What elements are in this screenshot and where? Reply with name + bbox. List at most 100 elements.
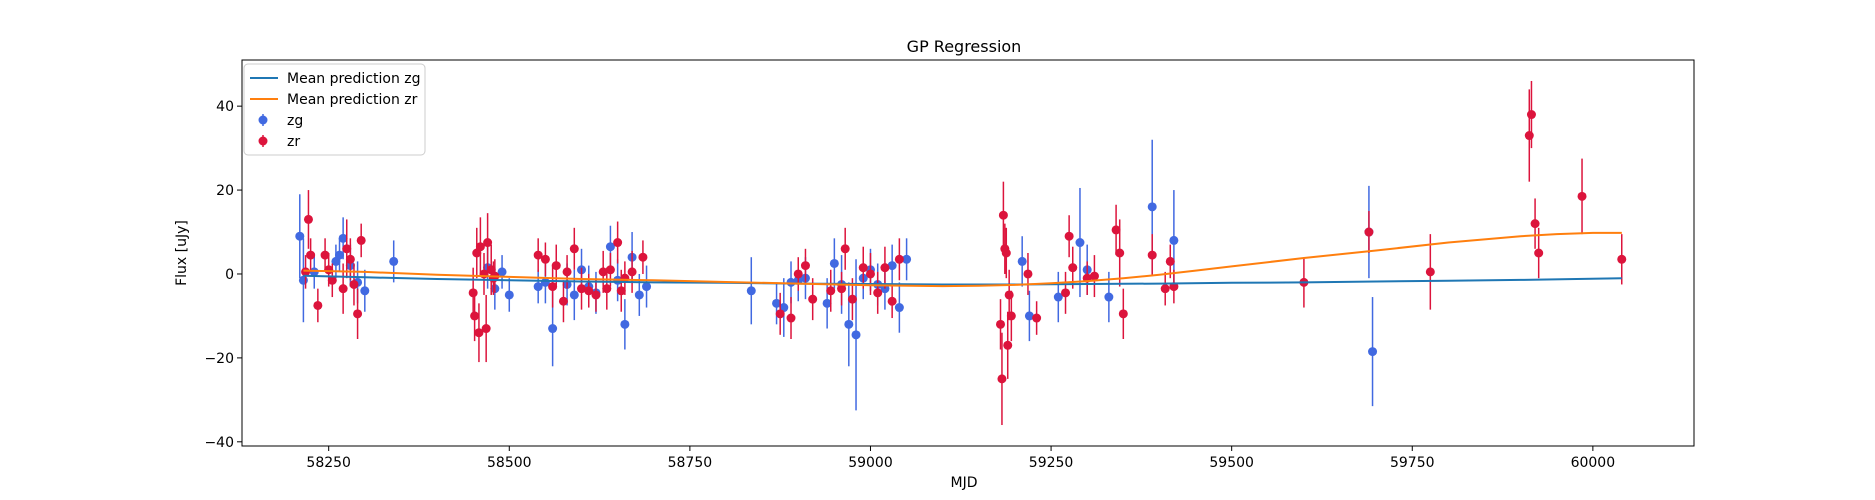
point-zg bbox=[338, 233, 348, 243]
point-zg bbox=[829, 258, 839, 268]
point-zr bbox=[1524, 131, 1534, 141]
legend-label-zr: zr bbox=[287, 134, 300, 150]
point-zr bbox=[313, 300, 323, 310]
x-tick-label: 59500 bbox=[1209, 455, 1254, 471]
point-zr bbox=[483, 238, 493, 248]
point-zr bbox=[1068, 263, 1078, 273]
line-mean-prediction-zr bbox=[303, 231, 1622, 288]
point-zr bbox=[847, 294, 857, 304]
point-zr bbox=[598, 267, 608, 277]
point-zr bbox=[1115, 248, 1125, 258]
point-zr bbox=[997, 374, 1007, 384]
point-zr bbox=[638, 252, 648, 262]
point-zr bbox=[887, 296, 897, 306]
point-zr bbox=[1147, 250, 1157, 260]
point-zr bbox=[1577, 191, 1587, 201]
plot-axes: 58250 58500 58750 59000 59250 59500 59750 60000… bbox=[204, 59, 1695, 471]
point-zr bbox=[1001, 248, 1011, 258]
point-zr bbox=[1003, 340, 1013, 350]
point-zg bbox=[902, 254, 912, 264]
series-zr bbox=[301, 80, 1627, 426]
point-zg bbox=[605, 242, 615, 252]
point-zr bbox=[775, 309, 785, 319]
point-zr bbox=[1165, 256, 1175, 266]
point-zr bbox=[1526, 110, 1536, 120]
point-zr bbox=[1530, 219, 1540, 229]
point-zr bbox=[865, 269, 875, 279]
point-zg bbox=[497, 267, 507, 277]
legend-swatch-zg-marker bbox=[258, 115, 268, 125]
x-tick-label: 60000 bbox=[1571, 455, 1616, 471]
point-zr bbox=[551, 261, 561, 271]
point-zg bbox=[822, 298, 832, 308]
point-zr bbox=[1534, 248, 1544, 258]
point-zg bbox=[1024, 311, 1034, 321]
point-zg bbox=[548, 324, 558, 334]
point-zg bbox=[1169, 235, 1179, 245]
point-zr bbox=[558, 296, 568, 306]
point-zg bbox=[772, 298, 782, 308]
point-zg bbox=[295, 231, 305, 241]
point-zr bbox=[808, 294, 818, 304]
y-tick-label: 40 bbox=[216, 99, 234, 115]
point-zr bbox=[562, 267, 572, 277]
y-tick-label: 0 bbox=[225, 267, 234, 283]
point-zg bbox=[620, 319, 630, 329]
point-zr bbox=[998, 210, 1008, 220]
point-zg bbox=[504, 290, 514, 300]
point-zr bbox=[1061, 288, 1071, 298]
point-zr bbox=[1617, 254, 1627, 264]
point-zg bbox=[533, 282, 543, 292]
legend-label-mean-zr: Mean prediction zr bbox=[287, 92, 418, 108]
point-zg bbox=[887, 261, 897, 271]
point-zr bbox=[320, 250, 330, 260]
point-zr bbox=[786, 313, 796, 323]
point-zg bbox=[851, 330, 861, 340]
y-axis-label: Flux [uJy] bbox=[174, 220, 190, 286]
point-zr bbox=[894, 254, 904, 264]
point-zr bbox=[613, 238, 623, 248]
series-zg bbox=[295, 139, 1378, 411]
point-zg bbox=[1104, 292, 1114, 302]
point-zr bbox=[996, 319, 1006, 329]
point-zg bbox=[746, 286, 756, 296]
y-tick-label: 20 bbox=[216, 183, 234, 199]
point-zg bbox=[634, 290, 644, 300]
point-zr bbox=[584, 286, 594, 296]
legend: Mean prediction zg Mean prediction zr zg… bbox=[243, 63, 426, 156]
point-zr bbox=[837, 284, 847, 294]
point-zr bbox=[826, 286, 836, 296]
point-zr bbox=[1160, 284, 1170, 294]
point-zr bbox=[338, 284, 348, 294]
point-zr bbox=[880, 263, 890, 273]
point-zr bbox=[342, 244, 352, 254]
point-zr bbox=[1364, 227, 1374, 237]
point-zg bbox=[1147, 202, 1157, 212]
x-tick-label: 59000 bbox=[848, 455, 893, 471]
point-zr bbox=[577, 284, 587, 294]
y-axis-ticks: −40 −20 0 20 40 bbox=[204, 99, 242, 451]
point-zr bbox=[793, 269, 803, 279]
point-zr bbox=[474, 328, 484, 338]
point-zg bbox=[786, 277, 796, 287]
chart-title: GP Regression bbox=[907, 37, 1022, 56]
legend-label-zg: zg bbox=[287, 113, 303, 129]
point-zr bbox=[533, 250, 543, 260]
point-zr bbox=[1032, 313, 1042, 323]
x-axis-ticks: 58250 58500 58750 59000 59250 59500 59750 60000 bbox=[306, 446, 1615, 471]
point-zg bbox=[389, 256, 399, 266]
x-tick-label: 59750 bbox=[1390, 455, 1435, 471]
point-zr bbox=[470, 311, 480, 321]
x-axis-label: MJD bbox=[951, 475, 978, 491]
point-zr bbox=[840, 244, 850, 254]
point-zr bbox=[873, 288, 883, 298]
point-zg bbox=[642, 282, 652, 292]
point-zr bbox=[540, 254, 550, 264]
point-zr bbox=[1089, 271, 1099, 281]
point-zg bbox=[1017, 256, 1027, 266]
plot-frame bbox=[241, 59, 1695, 447]
legend-swatch-zr-marker bbox=[258, 136, 268, 146]
point-zr bbox=[627, 267, 637, 277]
point-zr bbox=[327, 275, 337, 285]
